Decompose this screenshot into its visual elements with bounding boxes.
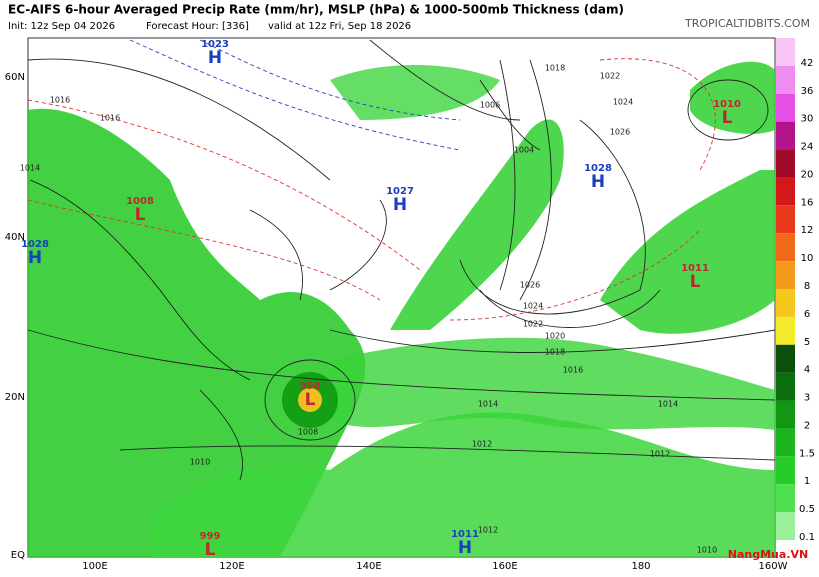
colorbar-label: 4	[804, 365, 810, 376]
lon-label: 160E	[492, 561, 517, 572]
lon-label: 140E	[356, 561, 381, 572]
isobar-label: 1014	[20, 164, 40, 173]
colorbar-swatch	[776, 484, 795, 513]
pressure-letter: H	[458, 538, 472, 558]
lon-label: 160W	[759, 561, 788, 572]
pressure-letter: L	[305, 390, 316, 410]
pressure-value: 1008	[126, 196, 154, 207]
isobar-label: 1026	[520, 281, 540, 290]
pressure-value: 1010	[713, 99, 741, 110]
forecast-hour: Forecast Hour: [336]	[146, 21, 249, 32]
watermark: NangMua.VN	[728, 548, 808, 561]
colorbar-swatch	[776, 512, 795, 540]
isobar-label: 1008	[298, 428, 318, 437]
colorbar-swatch	[776, 205, 795, 234]
lat-label: 40N	[5, 232, 25, 243]
isobar-label: 1010	[190, 458, 210, 467]
isobar-label: 1018	[545, 64, 565, 73]
colorbar-swatch	[776, 149, 795, 178]
colorbar-label: 1	[804, 476, 810, 487]
isobar-label: 1006	[480, 101, 500, 110]
colorbar-swatch	[776, 344, 795, 373]
pressure-value: 1023	[201, 39, 229, 50]
pressure-value: 998	[300, 381, 321, 392]
isobar-label: 1012	[650, 450, 670, 459]
colorbar-label: 42	[801, 58, 814, 69]
colorbar-label: 1.5	[799, 448, 815, 459]
colorbar-label: 12	[801, 225, 814, 236]
map-art	[27, 37, 776, 558]
colorbar-label: 0.1	[799, 532, 815, 543]
isobar-label: 1014	[658, 400, 678, 409]
isobar-label: 1012	[478, 526, 498, 535]
colorbar-swatch	[776, 428, 795, 457]
site-name: TROPICALTIDBITS.COM	[684, 17, 810, 30]
isobar-label: 1024	[613, 98, 633, 107]
colorbar-swatch	[776, 261, 795, 289]
isobar-label: 1014	[478, 400, 498, 409]
isobar-label: 1004	[514, 146, 534, 155]
isobar-label: 1010	[697, 546, 717, 555]
pressure-letter: H	[591, 172, 605, 192]
isobar-label: 1016	[100, 114, 120, 123]
colorbar-label: 24	[801, 142, 814, 153]
init-text: Init: 12z Sep 04 2026	[8, 21, 115, 32]
colorbar-label: 2	[804, 420, 810, 431]
lon-label: 100E	[82, 561, 107, 572]
pressure-value: 999	[200, 531, 221, 542]
colorbar-label: 8	[804, 281, 810, 292]
pressure-value: 1011	[451, 529, 479, 540]
colorbar-swatch	[776, 177, 795, 206]
pressure-letter: H	[28, 248, 42, 268]
colorbar-swatch	[776, 456, 795, 485]
isobar-label: 1022	[523, 320, 543, 329]
colorbar-label: 16	[801, 197, 814, 208]
colorbar-label: 20	[801, 169, 814, 180]
isobar-label: 1020	[545, 332, 565, 341]
pressure-value: 1028	[584, 163, 612, 174]
colorbar-swatch	[776, 65, 795, 94]
pressure-letter: L	[722, 108, 733, 128]
lon-label: 120E	[219, 561, 244, 572]
valid-time: valid at 12z Fri, Sep 18 2026	[268, 21, 411, 32]
colorbar-swatch	[776, 316, 795, 345]
isobar-label: 1026	[610, 128, 630, 137]
pressure-value: 1028	[21, 239, 49, 250]
pressure-value: 1027	[386, 186, 414, 197]
isobar-label: 1012	[472, 440, 492, 449]
colorbar-swatch	[776, 289, 795, 317]
colorbar-swatch	[776, 233, 795, 262]
colorbar-swatch	[776, 93, 795, 122]
colorbar-swatch	[776, 400, 795, 429]
lat-label: 20N	[5, 392, 25, 403]
pressure-value: 1011	[681, 263, 709, 274]
colorbar-swatch	[776, 38, 795, 66]
pressure-letter: H	[393, 195, 407, 215]
lat-label: 60N	[5, 72, 25, 83]
isobar-label: 1024	[523, 302, 543, 311]
title: EC-AIFS 6-hour Averaged Precip Rate (mm/…	[8, 3, 624, 17]
colorbar-swatch	[776, 372, 795, 401]
colorbar-label: 5	[804, 337, 810, 348]
colorbar-label: 6	[804, 309, 810, 320]
pressure-letter: L	[135, 205, 146, 225]
lat-label: EQ	[11, 550, 25, 561]
colorbar-label: 3	[804, 393, 810, 404]
pressure-letter: L	[690, 272, 701, 292]
isobar-label: 1016	[50, 96, 70, 105]
pressure-letter: L	[205, 540, 216, 560]
isobar-label: 1016	[563, 366, 583, 375]
colorbar-label: 30	[801, 114, 814, 125]
colorbar-label: 36	[801, 86, 814, 97]
colorbar-label: 0.5	[799, 504, 815, 515]
lon-label: 180	[631, 561, 650, 572]
colorbar-swatch	[776, 121, 795, 150]
isobar-label: 1022	[600, 72, 620, 81]
colorbar-label: 10	[801, 253, 814, 264]
isobar-label: 1018	[545, 348, 565, 357]
pressure-letter: H	[208, 48, 222, 68]
